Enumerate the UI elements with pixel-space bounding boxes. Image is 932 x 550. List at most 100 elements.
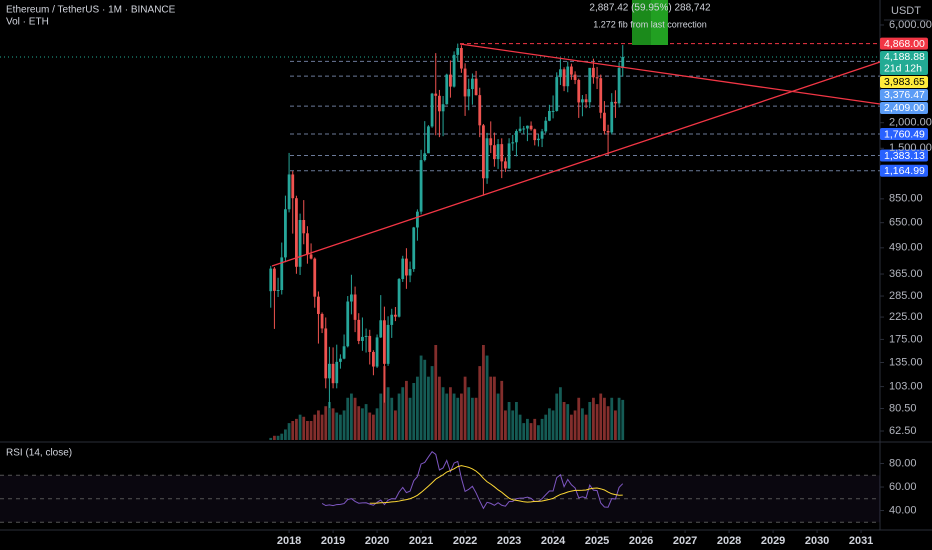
volume-bar bbox=[515, 402, 518, 440]
price-label-bg bbox=[880, 149, 928, 162]
candle-body bbox=[493, 145, 496, 160]
y-tick-label: 650.00 bbox=[889, 217, 923, 229]
volume-bar bbox=[529, 423, 533, 440]
candle-body bbox=[456, 48, 460, 55]
price-label: 4,188.88 bbox=[884, 51, 925, 63]
x-tick-label: 2030 bbox=[805, 535, 829, 547]
fib-label: 1.272 fib from last correction bbox=[593, 19, 707, 29]
candle-body bbox=[606, 131, 610, 133]
price-label: 3,983.65 bbox=[884, 76, 925, 88]
candle-body bbox=[533, 129, 537, 141]
volume-bar bbox=[335, 412, 339, 440]
volume-bar bbox=[606, 406, 610, 440]
volume-bar bbox=[298, 414, 302, 440]
x-tick-label: 2026 bbox=[629, 535, 653, 547]
x-tick-label: 2023 bbox=[497, 535, 521, 547]
rsi-ma-line bbox=[369, 465, 623, 504]
volume-bar bbox=[317, 410, 320, 440]
candle-body bbox=[507, 143, 511, 169]
volume-bar bbox=[540, 418, 544, 440]
candle-body bbox=[295, 198, 298, 267]
x-tick-label: 2025 bbox=[585, 535, 609, 547]
volume-bar bbox=[559, 387, 562, 440]
volume-bar bbox=[427, 376, 430, 440]
y-tick-label: 6,000.00 bbox=[889, 19, 932, 31]
volume-bar bbox=[383, 366, 386, 440]
candle-body bbox=[573, 74, 577, 81]
volume-bar bbox=[386, 387, 390, 440]
x-tick-label: 2019 bbox=[321, 535, 345, 547]
y-tick-label: 175.00 bbox=[889, 333, 923, 345]
volume-bar bbox=[511, 410, 515, 440]
volume-bar bbox=[375, 408, 379, 440]
volume-bar bbox=[533, 418, 537, 440]
volume-bar bbox=[320, 414, 324, 440]
volume-bar bbox=[339, 414, 342, 440]
price-label-bg bbox=[880, 37, 928, 50]
candle-body bbox=[621, 56, 625, 69]
candle-body bbox=[386, 324, 390, 364]
candle-body bbox=[309, 254, 313, 259]
volume-bar bbox=[434, 345, 438, 440]
candle-body bbox=[445, 74, 449, 105]
volume-bar bbox=[599, 393, 603, 440]
candle-body bbox=[562, 69, 566, 87]
volume-bar bbox=[379, 393, 383, 440]
volume-label: Vol · ETH bbox=[6, 17, 49, 28]
volume-bar bbox=[456, 397, 460, 440]
candle-body bbox=[383, 320, 386, 364]
candle-body bbox=[482, 125, 485, 179]
price-label-bg bbox=[880, 75, 928, 88]
rsi-y-tick-label: 80.00 bbox=[889, 457, 917, 469]
volume-bar bbox=[588, 402, 592, 440]
volume-bar bbox=[504, 410, 507, 440]
y-tick-label: 490.00 bbox=[889, 242, 923, 254]
volume-bar bbox=[573, 410, 577, 440]
volume-bar bbox=[548, 408, 551, 440]
candle-body bbox=[441, 104, 445, 112]
volume-bar bbox=[500, 380, 504, 440]
x-tick-label: 2024 bbox=[541, 535, 566, 547]
volume-bar bbox=[526, 418, 529, 440]
candle-body bbox=[588, 67, 592, 103]
candle-body bbox=[276, 290, 280, 292]
y-tick-label: 365.00 bbox=[889, 268, 923, 280]
candle-body bbox=[592, 67, 595, 78]
volume-bar bbox=[581, 408, 584, 440]
candle-body bbox=[353, 294, 357, 320]
x-tick-label: 2020 bbox=[365, 535, 389, 547]
volume-bar bbox=[350, 393, 353, 440]
candle-body bbox=[357, 319, 361, 341]
countdown-label: 21d 12h bbox=[884, 63, 922, 75]
volume-bar bbox=[295, 418, 298, 440]
x-tick-label: 2022 bbox=[453, 535, 477, 547]
volume-bar bbox=[331, 408, 335, 440]
volume-bar bbox=[438, 376, 441, 440]
candle-body bbox=[504, 161, 507, 169]
chart-title: Ethereum / TetherUS · 1M · BINANCE bbox=[6, 5, 176, 16]
volume-bar bbox=[463, 376, 467, 440]
volume-bar bbox=[280, 433, 284, 440]
volume-bar bbox=[595, 404, 599, 440]
volume-bar bbox=[467, 387, 471, 440]
volume-bar bbox=[423, 359, 427, 440]
candle-body bbox=[416, 211, 419, 228]
candle-body bbox=[548, 110, 551, 121]
volume-bar bbox=[273, 435, 276, 440]
candle-body bbox=[617, 68, 621, 104]
candle-body bbox=[529, 125, 533, 130]
candle-body bbox=[328, 363, 331, 379]
x-tick-label: 2028 bbox=[717, 535, 741, 547]
candle-body bbox=[544, 120, 548, 132]
candle-body bbox=[368, 335, 372, 352]
candle-body bbox=[412, 227, 416, 270]
candle-body bbox=[584, 99, 588, 103]
volume-bar bbox=[445, 393, 449, 440]
measure-box bbox=[632, 0, 651, 45]
volume-bar bbox=[309, 421, 313, 440]
volume-bar bbox=[419, 355, 423, 440]
volume-bar bbox=[614, 410, 617, 440]
x-tick-label: 2031 bbox=[849, 535, 873, 547]
candle-body bbox=[555, 77, 559, 111]
candle-body bbox=[471, 78, 474, 90]
